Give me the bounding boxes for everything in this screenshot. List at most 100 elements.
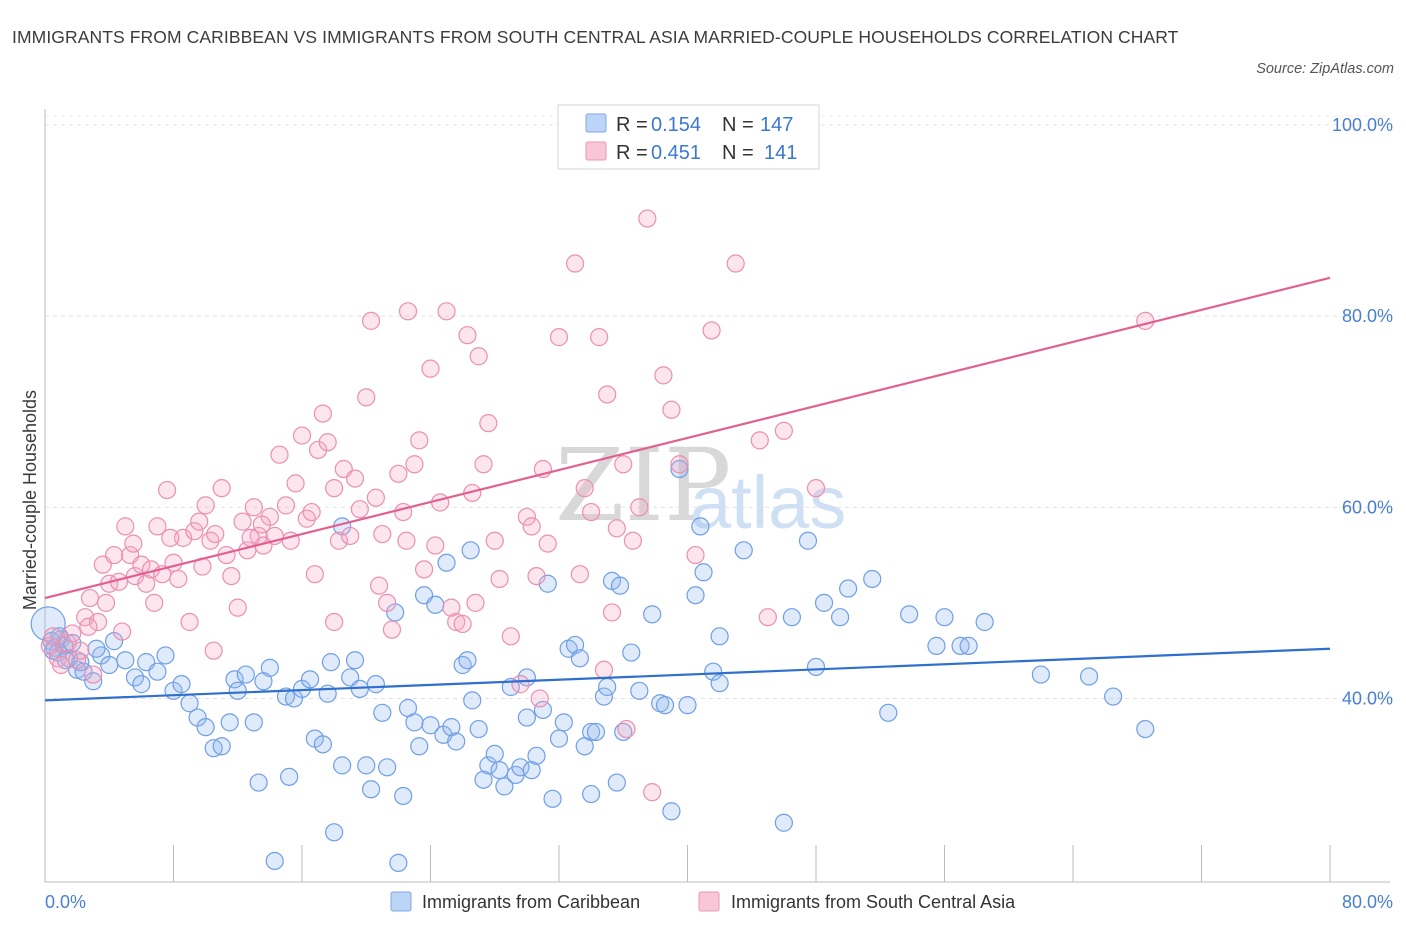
chart-title: IMMIGRANTS FROM CARIBBEAN VS IMMIGRANTS … [12,27,1179,47]
data-point [607,519,626,538]
stats-r-label-caribbean: R = [616,114,648,136]
data-point [280,767,299,786]
data-point [474,770,493,789]
data-point [617,719,636,739]
data-point [84,672,103,691]
data-point [373,524,392,544]
data-point [370,576,389,595]
data-point [185,522,204,541]
data-point [927,636,946,655]
data-point [405,713,424,732]
data-point [233,512,252,531]
data-point [654,366,673,385]
tick-labels: 40.0% 60.0% 80.0% 100.0% 0.0% 80.0% [45,115,1393,912]
data-point [265,851,284,871]
data-point [300,670,320,689]
data-point [124,534,143,553]
data-point [222,567,241,586]
data-point [220,713,239,732]
data-point [397,531,416,550]
stats-n-value-sca: 141 [764,142,797,164]
data-point [710,627,729,646]
legend-label-sca: Immigrants from South Central Asia [731,892,1016,912]
stats-r-value-caribbean: 0.154 [651,114,701,136]
data-point [361,311,381,330]
data-point [726,254,745,273]
data-point [80,588,100,608]
data-point [206,524,225,544]
data-point [68,651,87,670]
data-point [145,593,164,612]
data-point [643,605,662,624]
data-point [252,515,271,534]
data-point [345,469,365,488]
data-point [244,713,263,732]
data-point [594,687,614,706]
gridlines [45,115,1390,699]
data-point [292,426,312,445]
data-point [228,681,247,700]
data-point [501,627,520,646]
data-point [426,595,445,614]
data-point [479,756,498,775]
data-point [116,517,135,536]
data-point [366,675,385,694]
stats-r-label-sca: R = [616,142,648,164]
trend-lines [44,276,1331,702]
data-point [594,660,614,679]
data-point [389,853,408,872]
data-point [670,455,689,474]
data-point [485,744,504,764]
data-point [495,777,514,796]
data-point [485,531,504,550]
data-point [241,528,260,547]
data-point [469,719,488,739]
data-point [458,651,477,670]
data-point [313,404,332,423]
data-point [125,668,145,687]
data-point [638,209,657,228]
data-point [174,528,193,547]
data-point [321,653,341,672]
data-point [691,517,710,536]
legend-swatch-sca [698,891,720,912]
data-point [586,722,606,742]
data-point [530,689,549,708]
data-point [270,445,289,464]
data-point [169,569,188,589]
data-point [1136,719,1155,739]
data-point [1136,311,1155,330]
data-point [249,773,268,792]
watermark-atlas: atlas [690,461,846,544]
data-point [276,496,296,515]
data-point [389,464,408,483]
data-point [84,665,103,684]
data-point [357,388,376,407]
data-point [426,536,445,555]
data-point [549,729,569,748]
data-point [549,328,569,347]
data-point [662,400,681,419]
data-point [602,603,622,622]
legend-label-caribbean: Immigrants from Caribbean [422,892,640,912]
data-point [313,735,332,754]
data-point [88,612,108,632]
data-point [863,569,882,589]
data-point [157,480,177,500]
y-tick-label: 60.0% [1342,497,1393,517]
data-point [453,614,472,633]
data-point [935,608,954,627]
data-point [225,670,244,689]
data-point [554,713,573,732]
data-point [204,641,223,660]
data-point [196,496,215,515]
data-point [490,761,509,780]
stats-legend-swatch-sca [585,141,607,161]
data-point [132,675,151,694]
data-point [302,502,321,522]
watermark-zip: ZIP [555,427,731,544]
data-point [704,662,723,681]
data-point [582,502,601,522]
x-tick-label: 80.0% [1342,892,1393,912]
data-point [517,708,536,727]
